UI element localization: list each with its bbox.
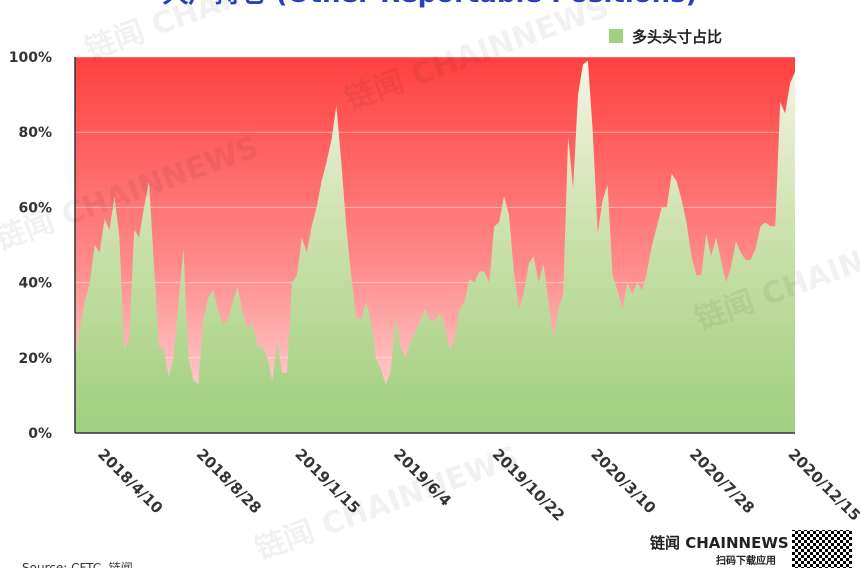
brand-sub: 扫码下载应用 — [716, 554, 776, 567]
legend: 多头头寸占比 — [609, 28, 722, 46]
y-tick-label: 0% — [28, 426, 52, 442]
y-tick-label: 60% — [18, 200, 52, 216]
x-tick-label: 2020/12/15 — [785, 445, 860, 525]
x-tick-label: 2018/4/10 — [94, 445, 166, 517]
x-tick-label: 2020/3/10 — [587, 445, 659, 517]
source: Source: CFTC, 链闻 — [22, 560, 133, 568]
y-tick-label: 20% — [18, 351, 52, 367]
legend-label: 多头头寸占比 — [632, 28, 722, 46]
series — [75, 60, 795, 433]
y-tick-label: 80% — [18, 125, 52, 141]
watermark: 链闻 CHAINNEWS — [251, 440, 524, 568]
x-tick-label: 2020/7/28 — [686, 445, 758, 517]
x-tick-label: 2018/8/28 — [193, 445, 265, 517]
qr-code — [792, 530, 852, 568]
area — [75, 60, 795, 433]
brand: 链闻 CHAINNEWS — [650, 534, 789, 552]
chart-title: 大户持仓 (Other Reportable Positions) — [163, 0, 698, 9]
y-tick-label: 40% — [18, 276, 52, 292]
legend-swatch — [609, 29, 623, 43]
y-tick-label: 100% — [9, 50, 52, 66]
